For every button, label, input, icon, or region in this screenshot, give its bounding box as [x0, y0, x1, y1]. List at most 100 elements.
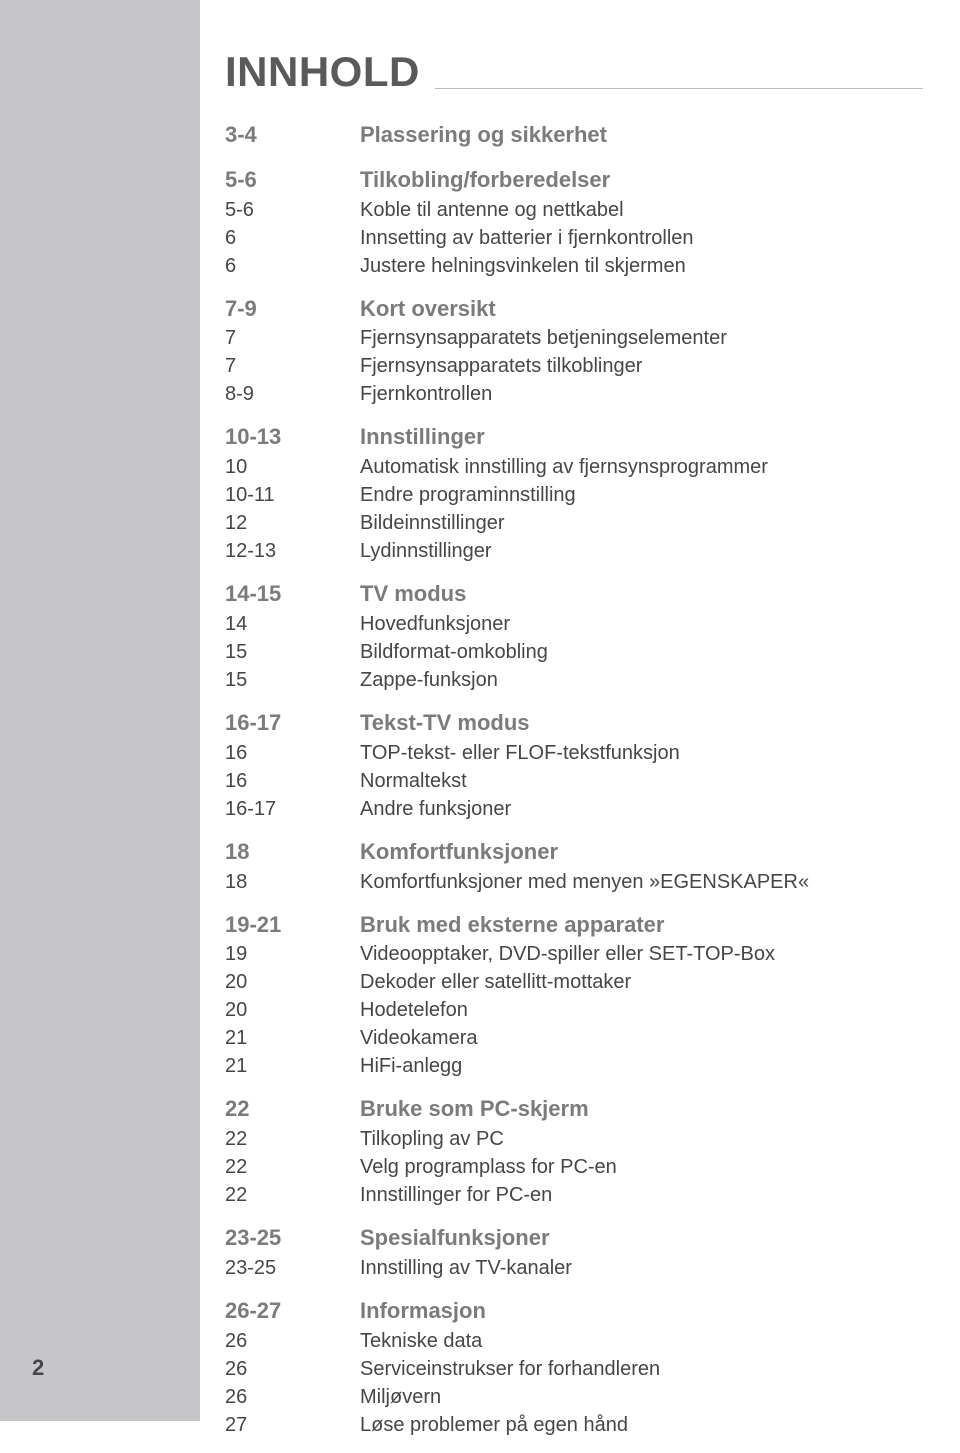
toc-item-row: 18Komfortfunksjoner med menyen »EGENSKAP… — [225, 868, 925, 896]
toc-item-row: 26Serviceinstrukser for forhandleren — [225, 1355, 925, 1383]
toc-item-text: Bildformat-omkobling — [360, 638, 925, 666]
toc-item-text: Serviceinstrukser for forhandleren — [360, 1355, 925, 1383]
toc-heading-text: Innstillinger — [360, 422, 925, 453]
toc-item-page: 26 — [225, 1383, 360, 1411]
document-title: INNHOLD — [225, 48, 420, 96]
toc-heading-page: 22 — [225, 1094, 360, 1125]
toc-heading-page: 26-27 — [225, 1296, 360, 1327]
toc-item-text: Automatisk innstilling av fjernsynsprogr… — [360, 453, 925, 481]
toc-item-page: 12-13 — [225, 537, 360, 565]
toc-item-page: 10-11 — [225, 481, 360, 509]
toc-item-page: 16-17 — [225, 795, 360, 823]
toc-section: 10-13Innstillinger10Automatisk innstilli… — [225, 422, 925, 565]
toc-item-row: 15Zappe-funksjon — [225, 666, 925, 694]
sidebar-strip — [0, 0, 200, 1421]
toc-item-text: Hodetelefon — [360, 996, 925, 1024]
toc-heading-row: 14-15TV modus — [225, 579, 925, 610]
toc-item-text: Bildeinnstillinger — [360, 509, 925, 537]
toc-section: 22Bruke som PC-skjerm22Tilkopling av PC2… — [225, 1094, 925, 1209]
toc-heading-row: 26-27Informasjon — [225, 1296, 925, 1327]
toc-heading-page: 7-9 — [225, 294, 360, 325]
toc-item-row: 10Automatisk innstilling av fjernsynspro… — [225, 453, 925, 481]
toc-item-text: TOP-tekst- eller FLOF-tekstfunksjon — [360, 739, 925, 767]
toc-heading-text: Informasjon — [360, 1296, 925, 1327]
toc-item-page: 12 — [225, 509, 360, 537]
toc-item-row: 7Fjernsynsapparatets tilkoblinger — [225, 352, 925, 380]
toc-heading-text: TV modus — [360, 579, 925, 610]
toc-item-page: 18 — [225, 868, 360, 896]
toc-item-row: 6Justere helningsvinkelen til skjermen — [225, 252, 925, 280]
toc-heading-row: 23-25Spesialfunksjoner — [225, 1223, 925, 1254]
toc-item-page: 26 — [225, 1327, 360, 1355]
toc-item-page: 14 — [225, 610, 360, 638]
toc-item-row: 23-25Innstilling av TV-kanaler — [225, 1254, 925, 1282]
toc-heading-text: Bruk med eksterne apparater — [360, 910, 925, 941]
toc-item-text: Endre programinnstilling — [360, 481, 925, 509]
toc-heading-page: 19-21 — [225, 910, 360, 941]
toc-item-text: Videoopptaker, DVD-spiller eller SET-TOP… — [360, 940, 925, 968]
toc-item-text: Justere helningsvinkelen til skjermen — [360, 252, 925, 280]
toc-item-page: 22 — [225, 1181, 360, 1209]
toc-item-row: 8-9Fjernkontrollen — [225, 380, 925, 408]
toc-item-text: Komfortfunksjoner med menyen »EGENSKAPER… — [360, 868, 925, 896]
toc-item-page: 7 — [225, 352, 360, 380]
toc-item-text: Videokamera — [360, 1024, 925, 1052]
toc-item-row: 7Fjernsynsapparatets betjeningselementer — [225, 324, 925, 352]
toc-item-text: Velg programplass for PC-en — [360, 1153, 925, 1181]
toc-item-row: 26Tekniske data — [225, 1327, 925, 1355]
toc-heading-page: 3-4 — [225, 120, 360, 151]
toc-item-text: Koble til antenne og nettkabel — [360, 196, 925, 224]
toc-item-row: 22Velg programplass for PC-en — [225, 1153, 925, 1181]
toc-item-row: 6Innsetting av batterier i fjernkontroll… — [225, 224, 925, 252]
toc-section: 23-25Spesialfunksjoner23-25Innstilling a… — [225, 1223, 925, 1282]
toc-item-row: 16-17Andre funksjoner — [225, 795, 925, 823]
toc-item-page: 27 — [225, 1411, 360, 1439]
toc-heading-page: 18 — [225, 837, 360, 868]
toc-item-row: 27Løse problemer på egen hånd — [225, 1411, 925, 1439]
toc-heading-row: 18Komfortfunksjoner — [225, 837, 925, 868]
toc-heading-row: 19-21Bruk med eksterne apparater — [225, 910, 925, 941]
toc-heading-page: 16-17 — [225, 708, 360, 739]
toc-item-row: 15Bildformat-omkobling — [225, 638, 925, 666]
toc-heading-page: 5-6 — [225, 165, 360, 196]
toc-heading-text: Spesialfunksjoner — [360, 1223, 925, 1254]
toc-item-page: 26 — [225, 1355, 360, 1383]
toc-item-row: 10-11Endre programinnstilling — [225, 481, 925, 509]
toc-item-page: 15 — [225, 638, 360, 666]
toc-heading-text: Plassering og sikkerhet — [360, 120, 925, 151]
toc-item-text: Tekniske data — [360, 1327, 925, 1355]
toc-item-page: 5-6 — [225, 196, 360, 224]
toc-section: 18Komfortfunksjoner18Komfortfunksjoner m… — [225, 837, 925, 896]
toc-heading-row: 3-4Plassering og sikkerhet — [225, 120, 925, 151]
toc-item-page: 6 — [225, 224, 360, 252]
toc-item-page: 22 — [225, 1125, 360, 1153]
toc-heading-page: 23-25 — [225, 1223, 360, 1254]
toc-heading-row: 7-9Kort oversikt — [225, 294, 925, 325]
toc-item-row: 21Videokamera — [225, 1024, 925, 1052]
toc-item-row: 21HiFi-anlegg — [225, 1052, 925, 1080]
toc-item-text: Innstillinger for PC-en — [360, 1181, 925, 1209]
title-underline — [435, 88, 923, 89]
toc-section: 3-4Plassering og sikkerhet — [225, 120, 925, 151]
toc-item-page: 19 — [225, 940, 360, 968]
toc-section: 5-6Tilkobling/forberedelser5-6Koble til … — [225, 165, 925, 280]
toc-heading-text: Tilkobling/forberedelser — [360, 165, 925, 196]
toc-item-page: 21 — [225, 1052, 360, 1080]
toc-item-row: 16TOP-tekst- eller FLOF-tekstfunksjon — [225, 739, 925, 767]
page-number: 2 — [32, 1355, 44, 1381]
toc-item-row: 14Hovedfunksjoner — [225, 610, 925, 638]
toc-item-text: Miljøvern — [360, 1383, 925, 1411]
toc-item-page: 20 — [225, 996, 360, 1024]
toc-item-text: HiFi-anlegg — [360, 1052, 925, 1080]
toc-item-text: Zappe-funksjon — [360, 666, 925, 694]
toc-item-page: 22 — [225, 1153, 360, 1181]
toc-item-page: 15 — [225, 666, 360, 694]
toc-heading-text: Bruke som PC-skjerm — [360, 1094, 925, 1125]
toc-item-page: 23-25 — [225, 1254, 360, 1282]
toc-section: 16-17Tekst-TV modus16TOP-tekst- eller FL… — [225, 708, 925, 823]
toc-item-text: Fjernsynsapparatets tilkoblinger — [360, 352, 925, 380]
toc-section: 14-15TV modus14Hovedfunksjoner15Bildform… — [225, 579, 925, 694]
toc-item-page: 16 — [225, 739, 360, 767]
toc-heading-page: 10-13 — [225, 422, 360, 453]
toc-item-text: Løse problemer på egen hånd — [360, 1411, 925, 1439]
